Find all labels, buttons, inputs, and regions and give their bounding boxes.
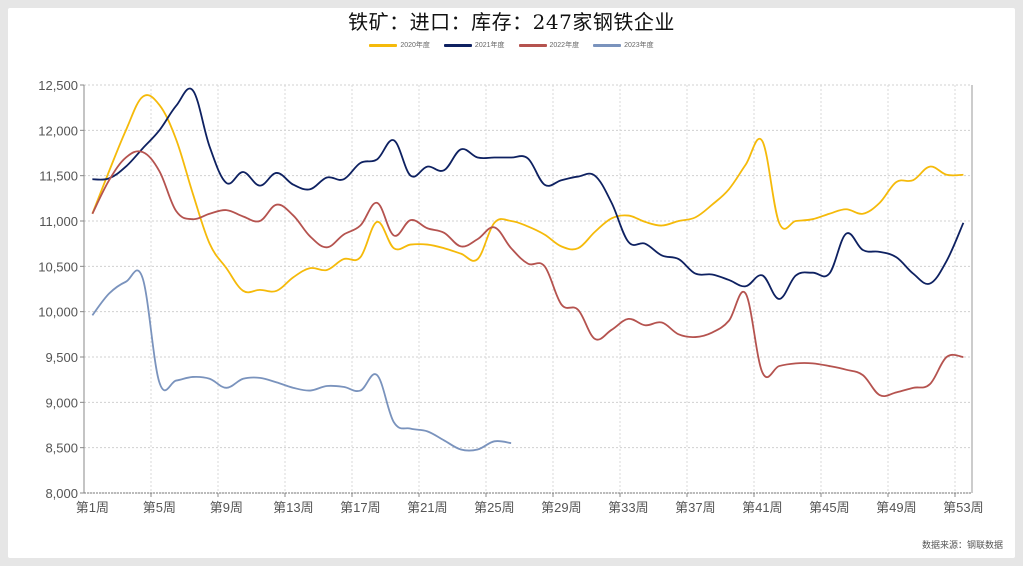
legend-label-2023: 2023年度	[624, 42, 654, 49]
y-tick-label: 12,000	[38, 123, 78, 138]
y-tick-label: 11,500	[39, 169, 78, 184]
x-tick-label: 第17周	[340, 500, 380, 515]
legend-label-2022: 2022年度	[549, 42, 580, 49]
legend-item-2020[interactable]: 2020年度	[369, 40, 430, 50]
x-tick-label: 第5周	[143, 500, 176, 515]
x-tick-label: 第1周	[76, 500, 109, 515]
data-source-note: 数据来源：钢联数据	[921, 541, 1003, 551]
x-tick-label: 第25周	[474, 500, 514, 515]
y-tick-label: 8,000	[45, 486, 78, 501]
chart-legend: 2020年度 2021年度 2022年度 2023年度	[0, 40, 1023, 50]
x-tick-label: 第37周	[675, 500, 715, 515]
legend-item-2022[interactable]: 2022年度	[518, 40, 580, 50]
chart-frame	[8, 8, 1015, 558]
y-tick-label: 10,000	[38, 305, 78, 320]
series-line-2020[interactable]	[91, 94, 964, 294]
y-tick-label: 8,500	[45, 441, 78, 456]
y-tick-label: 10,500	[38, 259, 78, 274]
x-tick-label: 第45周	[809, 500, 849, 515]
x-tick-label: 第41周	[742, 500, 782, 515]
legend-item-2021[interactable]: 2021年度	[443, 40, 505, 50]
x-tick-label: 第33周	[608, 500, 648, 515]
series-line-2022[interactable]	[91, 150, 964, 398]
series-line-2021[interactable]	[92, 87, 965, 300]
legend-swatch-2022	[518, 43, 547, 47]
series-lines	[91, 87, 965, 452]
legend-label-2020: 2020年度	[400, 42, 430, 49]
y-tick-label: 9,500	[45, 350, 78, 365]
axes: 8,000 8,500 9,000 9,500 10,000 10,500 11,000 11…	[38, 78, 983, 515]
legend-label-2021: 2021年度	[474, 42, 505, 49]
legend-swatch-2023	[593, 43, 622, 47]
y-tick-label: 9,000	[45, 395, 78, 410]
series-line-2023[interactable]	[91, 269, 512, 452]
x-tick-label: 第49周	[876, 500, 916, 515]
y-tick-label: 11,000	[39, 214, 78, 229]
legend-swatch-2021	[443, 43, 472, 47]
x-tick-label: 第13周	[273, 500, 313, 515]
y-tick-label: 12,500	[38, 78, 78, 93]
x-tick-label: 第29周	[541, 500, 581, 515]
grid-lines	[84, 84, 972, 494]
chart-title: 铁矿：进口：库存：247家钢铁企业	[348, 10, 675, 34]
legend-swatch-2020	[369, 43, 398, 47]
x-tick-label: 第53周	[943, 500, 983, 515]
x-tick-label: 第9周	[210, 500, 243, 515]
x-tick-label: 第21周	[407, 500, 447, 515]
legend-item-2023[interactable]: 2023年度	[593, 40, 654, 50]
